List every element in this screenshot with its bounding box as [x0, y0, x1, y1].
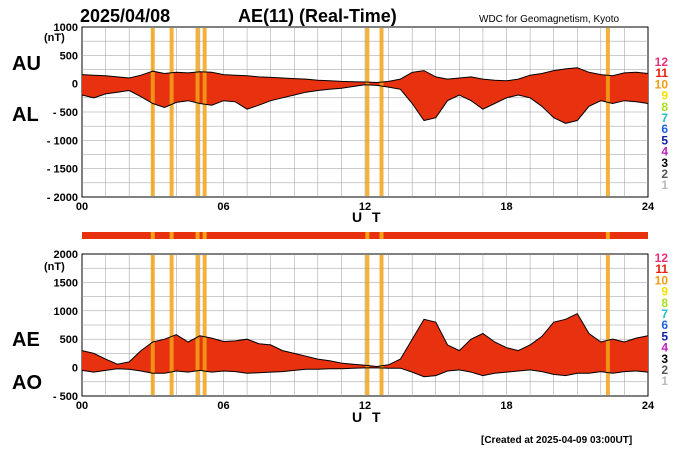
source-label: WDC for Geomagnetism, Kyoto: [479, 14, 619, 25]
coverage-bar-partial: [365, 232, 370, 239]
bottom-ytick-label: 2000: [54, 249, 78, 261]
coverage-bar-partial: [379, 232, 384, 239]
coverage-bar-partial: [605, 232, 610, 239]
top-legend-1: 1: [661, 178, 668, 192]
bottom-legend-1: 1: [661, 374, 668, 388]
bottom-legend-12: 12: [655, 251, 669, 265]
bottom-legend-7: 7: [661, 307, 668, 321]
top-legend-11: 11: [655, 66, 668, 80]
bottom-xtick-label: 12: [359, 400, 371, 412]
bottom-coverage-stripe: [365, 255, 370, 395]
top-coverage-stripe: [150, 28, 155, 196]
bottom-xtick-label: 06: [217, 400, 229, 412]
top-legend-3: 3: [661, 156, 668, 170]
bottom-legend-8: 8: [661, 296, 668, 310]
au-label: AU: [12, 53, 41, 75]
top-legend-2: 2: [661, 167, 668, 181]
bottom-xtick-label: 24: [642, 400, 655, 412]
top-ytick-label: 0: [72, 79, 78, 91]
top-ytick-label: - 2000: [47, 192, 78, 204]
top-x-axis-title: U T: [352, 209, 384, 225]
top-ytick-label: 1000: [54, 22, 78, 34]
top-envelope-fill: [82, 67, 648, 124]
bottom-coverage-stripe: [150, 255, 155, 395]
top-xtick-label: 24: [642, 201, 655, 213]
top-xtick-label: 06: [217, 201, 229, 213]
top-coverage-stripe: [605, 28, 610, 196]
ao-label: AO: [12, 372, 42, 394]
date-label: 2025/04/08: [80, 6, 170, 26]
bottom-legend-5: 5: [661, 329, 668, 343]
coverage-bar-partial: [169, 232, 174, 239]
al-label: AL: [12, 104, 39, 126]
bottom-coverage-stripe: [379, 255, 384, 395]
coverage-bar-partial: [150, 232, 155, 239]
bottom-envelope-fill: [82, 313, 648, 377]
top-legend-8: 8: [661, 100, 668, 114]
top-legend-10: 10: [655, 77, 669, 91]
bottom-legend-10: 10: [655, 273, 669, 287]
top-legend-5: 5: [661, 133, 668, 147]
bottom-ytick-label: - 500: [53, 391, 78, 403]
bottom-y-unit: (nT): [44, 261, 65, 273]
ae-label: AE: [12, 329, 40, 351]
top-coverage-stripe: [379, 28, 384, 196]
coverage-bar-partial: [202, 232, 207, 239]
bottom-coverage-stripe: [605, 255, 610, 395]
bottom-ytick-label: 500: [60, 334, 78, 346]
top-coverage-stripe: [202, 28, 207, 196]
bottom-xtick-label: 18: [500, 400, 512, 412]
top-series-au-line: [81, 67, 649, 84]
top-coverage-stripe: [365, 28, 370, 196]
top-coverage-stripe: [169, 28, 174, 196]
top-ytick-label: - 500: [53, 107, 78, 119]
bottom-series-ao-line: [81, 367, 649, 378]
top-legend-4: 4: [661, 145, 668, 159]
bottom-coverage-stripe: [195, 255, 200, 395]
bottom-legend-4: 4: [661, 341, 668, 355]
bottom-legend-2: 2: [661, 363, 668, 377]
bottom-x-axis-title: U T: [352, 409, 384, 425]
bottom-ytick-label: 1000: [54, 306, 78, 318]
chart-title: AE(11) (Real-Time): [238, 6, 397, 26]
created-label: [Created at 2025-04-09 03:00UT]: [481, 435, 632, 446]
top-legend-12: 12: [655, 55, 669, 69]
top-y-unit: (nT): [44, 32, 65, 44]
top-legend-9: 9: [661, 89, 668, 103]
bottom-legend-3: 3: [661, 352, 668, 366]
top-legend-7: 7: [661, 111, 668, 125]
top-ytick-label: 500: [60, 50, 78, 62]
top-xtick-label: 18: [500, 201, 512, 213]
bottom-legend-6: 6: [661, 318, 668, 332]
coverage-bar: [82, 232, 648, 239]
top-xtick-label: 00: [76, 201, 88, 213]
top-ytick-label: - 1500: [47, 164, 78, 176]
bottom-coverage-stripe: [202, 255, 207, 395]
bottom-ytick-label: 0: [72, 363, 78, 375]
top-coverage-stripe: [195, 28, 200, 196]
bottom-legend-9: 9: [661, 285, 668, 299]
bottom-series-ae-line: [81, 312, 649, 368]
top-legend-6: 6: [661, 122, 668, 136]
bottom-xtick-label: 00: [76, 400, 88, 412]
top-xtick-label: 12: [359, 201, 371, 213]
bottom-ytick-label: 1500: [54, 277, 78, 289]
coverage-bar-partial: [195, 232, 200, 239]
bottom-legend-11: 11: [655, 262, 668, 276]
bottom-coverage-stripe: [169, 255, 174, 395]
top-series-al-line: [81, 84, 649, 124]
top-ytick-label: - 1000: [47, 135, 78, 147]
